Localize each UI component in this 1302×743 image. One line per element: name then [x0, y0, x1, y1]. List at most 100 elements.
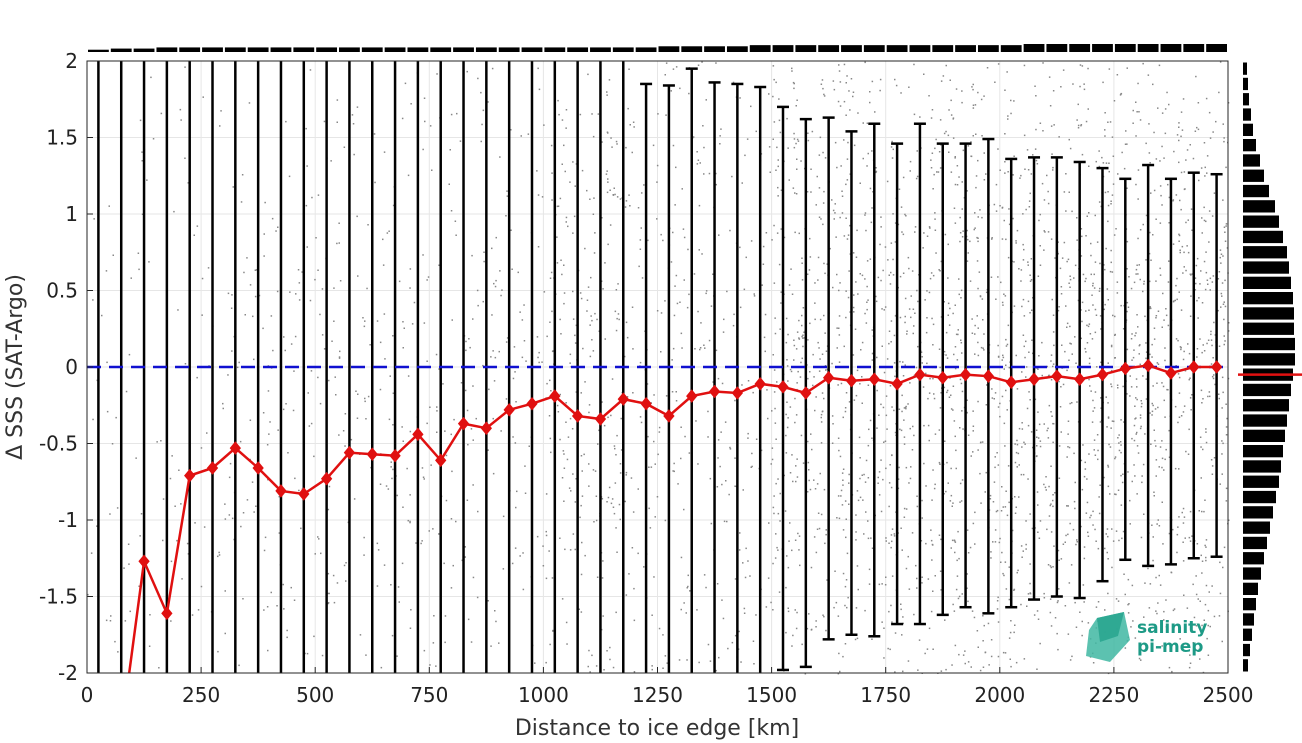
scatter-point [871, 352, 874, 355]
top-hist-bar [818, 45, 840, 52]
scatter-point [228, 514, 231, 516]
scatter-point [1139, 427, 1142, 430]
scatter-point [787, 417, 789, 419]
scatter-point [282, 583, 284, 586]
scatter-point [728, 493, 730, 496]
scatter-point [787, 610, 790, 613]
scatter-point [712, 381, 714, 383]
scatter-point [883, 441, 885, 443]
scatter-point [977, 287, 979, 290]
scatter-point [180, 503, 182, 505]
scatter-point [831, 199, 833, 201]
scatter-point [559, 318, 561, 321]
scatter-point [773, 224, 775, 227]
scatter-point [945, 668, 947, 671]
scatter-point [429, 406, 431, 408]
scatter-point [932, 323, 935, 326]
scatter-point [282, 408, 285, 411]
scatter-point [848, 482, 850, 484]
scatter-point [921, 499, 923, 502]
scatter-point [792, 81, 795, 84]
top-hist-bar [1092, 44, 1113, 52]
scatter-point [595, 665, 598, 667]
scatter-point [904, 213, 906, 216]
scatter-point [1060, 386, 1062, 388]
scatter-point [722, 331, 725, 333]
scatter-point [926, 362, 928, 365]
scatter-point [931, 559, 933, 561]
scatter-point [1221, 376, 1224, 379]
scatter-point [1198, 297, 1200, 299]
scatter-point [242, 512, 245, 514]
scatter-point [849, 109, 851, 111]
scatter-point [616, 196, 619, 198]
scatter-point [1018, 427, 1021, 430]
scatter-point [1117, 173, 1119, 175]
scatter-point [778, 119, 781, 122]
scatter-point [456, 112, 458, 115]
scatter-point [388, 418, 391, 421]
scatter-point [1187, 251, 1190, 254]
scatter-point [240, 201, 243, 203]
scatter-point [429, 125, 432, 127]
scatter-point [1099, 315, 1102, 317]
scatter-point [1148, 252, 1151, 255]
scatter-point [990, 276, 993, 278]
scatter-point [1022, 213, 1024, 215]
scatter-point [1188, 536, 1191, 539]
scatter-point [557, 411, 560, 413]
scatter-point [415, 542, 417, 544]
scatter-point [1167, 389, 1169, 391]
scatter-point [203, 526, 206, 528]
scatter-point [1150, 307, 1152, 310]
scatter-point [1172, 300, 1175, 303]
scatter-point [890, 271, 892, 274]
scatter-point [1217, 278, 1220, 280]
top-hist-bar [1114, 44, 1136, 52]
scatter-point [639, 248, 642, 250]
scatter-point [1183, 405, 1186, 407]
right-hist-bar [1243, 276, 1291, 289]
scatter-point [1176, 298, 1178, 301]
scatter-point [883, 627, 885, 629]
scatter-point [1005, 389, 1007, 392]
scatter-point [1023, 248, 1025, 251]
scatter-point [1155, 315, 1158, 317]
scatter-point [620, 417, 622, 420]
scatter-point [574, 342, 577, 344]
scatter-point [1065, 534, 1067, 537]
scatter-point [566, 643, 568, 645]
scatter-point [843, 63, 846, 66]
scatter-point [1013, 261, 1015, 263]
scatter-point [743, 607, 746, 610]
scatter-point [363, 325, 366, 328]
scatter-point [572, 318, 575, 320]
scatter-point [715, 349, 718, 352]
scatter-point [201, 314, 203, 316]
scatter-point [885, 414, 888, 417]
scatter-point [309, 299, 312, 302]
scatter-point [1197, 128, 1200, 131]
scatter-point [328, 485, 331, 488]
top-hist-bar [202, 47, 223, 52]
scatter-point [1092, 662, 1095, 664]
scatter-point [977, 354, 980, 357]
scatter-point [1177, 373, 1180, 375]
scatter-point [885, 395, 888, 397]
scatter-point [640, 227, 642, 229]
scatter-point [561, 119, 564, 121]
scatter-point [219, 125, 221, 127]
scatter-point [536, 170, 538, 172]
scatter-point [946, 391, 948, 394]
scatter-point [1149, 231, 1151, 234]
scatter-point [680, 457, 682, 460]
scatter-point [780, 228, 782, 230]
scatter-point [902, 361, 904, 363]
scatter-point [999, 537, 1001, 540]
scatter-point [1209, 625, 1211, 628]
scatter-point [866, 308, 868, 311]
scatter-point [1114, 493, 1116, 495]
scatter-point [1142, 62, 1144, 65]
scatter-point [1225, 487, 1228, 490]
scatter-point [1160, 194, 1162, 197]
